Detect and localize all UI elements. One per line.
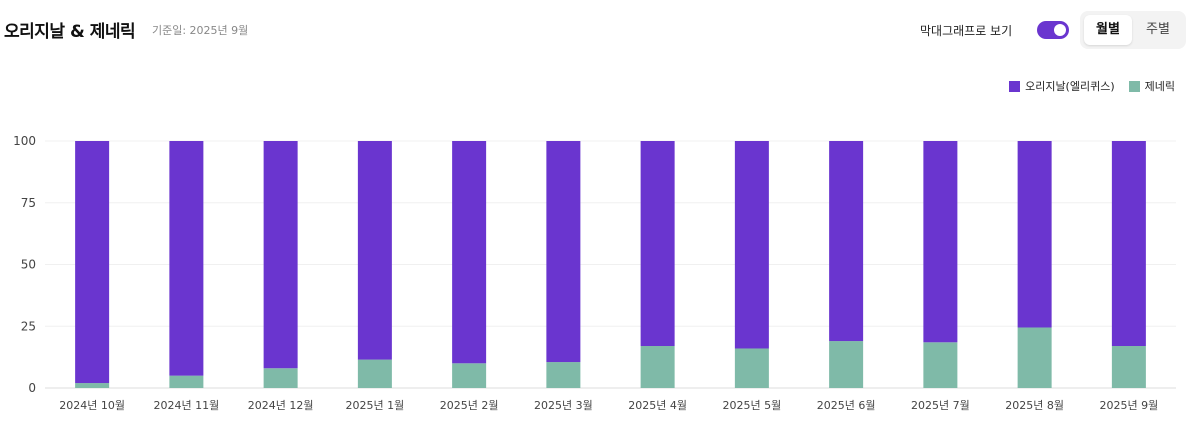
y-tick-label: 25 <box>21 319 36 333</box>
bar-generic[interactable] <box>546 362 581 388</box>
bar-generic[interactable] <box>75 383 110 388</box>
bar-chart-toggle-label: 막대그래프로 보기 <box>920 24 1013 38</box>
y-tick-label: 0 <box>28 381 36 395</box>
legend-label-generic: 제네릭 <box>1144 80 1175 93</box>
bar-original[interactable] <box>1111 141 1146 347</box>
bar-generic[interactable] <box>357 359 392 388</box>
tab-weekly[interactable]: 주별 <box>1146 22 1170 37</box>
x-tick-label: 2025년 6월 <box>817 399 876 412</box>
x-tick-label: 2025년 5월 <box>723 399 782 412</box>
chart-title: 오리지날 & 제네릭 <box>4 22 136 42</box>
x-tick-label: 2025년 1월 <box>346 399 405 412</box>
chart-legend: 오리지날(엘리퀴스) 제네릭 <box>995 78 1175 94</box>
x-tick-label: 2025년 8월 <box>1005 399 1064 412</box>
bar-generic[interactable] <box>452 363 487 388</box>
y-tick-label: 100 <box>13 134 36 148</box>
x-tick-label: 2025년 2월 <box>440 399 499 412</box>
bar-original[interactable] <box>640 141 675 347</box>
legend-item-original[interactable]: 오리지날(엘리퀴스) <box>1009 78 1115 94</box>
bar-generic[interactable] <box>1111 346 1146 388</box>
bar-original[interactable] <box>923 141 958 343</box>
bar-original[interactable] <box>829 141 864 342</box>
x-tick-label: 2025년 3월 <box>534 399 593 412</box>
stacked-bar-chart: 0 25 50 75 100 2024년 10월 2024년 11월 2024년 12월 202… <box>13 134 1176 412</box>
legend-item-generic[interactable]: 제네릭 <box>1128 78 1175 94</box>
bar-generic[interactable] <box>169 375 204 388</box>
bar-original[interactable] <box>452 141 487 364</box>
x-tick-label: 2024년 10월 <box>59 399 125 412</box>
reference-date: 기준일: 2025년 9월 <box>152 24 249 37</box>
bar-generic[interactable] <box>263 368 298 388</box>
y-tick-label: 75 <box>21 196 36 210</box>
bar-generic[interactable] <box>640 346 675 388</box>
x-tick-label: 2024년 12월 <box>248 399 314 412</box>
legend-label-original: 오리지날(엘리퀴스) <box>1025 80 1115 93</box>
chart-header: 오리지날 & 제네릭 기준일: 2025년 9월 막대그래프로 보기 월별 주별 <box>0 0 1189 60</box>
bar-original[interactable] <box>75 141 110 384</box>
bar-chart-toggle[interactable] <box>1037 21 1069 39</box>
tab-monthly[interactable]: 월별 <box>1084 15 1132 45</box>
bar-original[interactable] <box>357 141 392 360</box>
bar-generic[interactable] <box>1017 327 1052 388</box>
bar-original[interactable] <box>734 141 769 349</box>
bar-generic[interactable] <box>734 348 769 388</box>
bar-original[interactable] <box>263 141 298 369</box>
bar-original[interactable] <box>169 141 204 376</box>
toggle-knob <box>1054 24 1066 36</box>
legend-swatch-generic <box>1128 80 1140 92</box>
bar-original[interactable] <box>546 141 581 363</box>
x-tick-label: 2025년 7월 <box>911 399 970 412</box>
x-tick-label: 2025년 9월 <box>1100 399 1159 412</box>
y-tick-label: 50 <box>21 258 36 272</box>
bar-generic[interactable] <box>829 341 864 388</box>
bar-generic[interactable] <box>923 342 958 388</box>
x-tick-label: 2025년 4월 <box>628 399 687 412</box>
bar-original[interactable] <box>1017 141 1052 328</box>
period-segmented-control: 월별 주별 <box>1080 11 1186 49</box>
x-tick-label: 2024년 11월 <box>154 399 220 412</box>
legend-swatch-original <box>1009 80 1021 92</box>
